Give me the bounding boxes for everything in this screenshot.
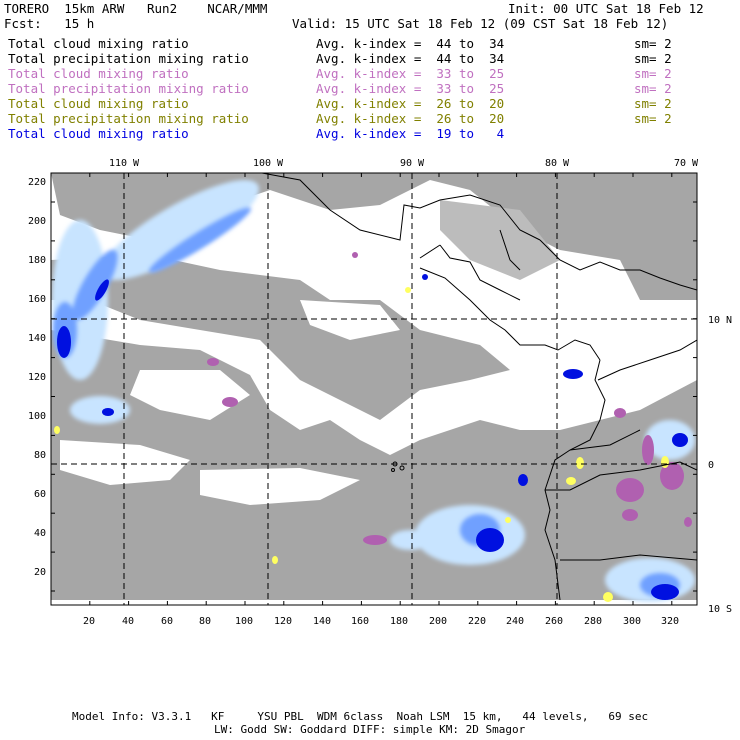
legend-field-1: Total cloud mixing ratio — [8, 36, 189, 51]
legend-range-3: Avg. k-index = 33 to 25 — [316, 66, 505, 81]
legend-field-4: Total precipitation mixing ratio — [8, 81, 249, 96]
legend-sm-5: sm= 2 — [634, 96, 672, 111]
legend-field-3: Total cloud mixing ratio — [8, 66, 189, 81]
legend-range-2: Avg. k-index = 44 to 34 — [316, 51, 505, 66]
lon-label-110w: 110 W — [109, 158, 140, 169]
legend-sm-4: sm= 2 — [634, 81, 672, 96]
legend-range-7: Avg. k-index = 19 to 4 — [316, 126, 505, 141]
x-tick-180: 180 — [390, 616, 408, 625]
x-tick-60: 60 — [161, 616, 173, 625]
legend-field-2: Total precipitation mixing ratio — [8, 51, 249, 66]
lon-label-90w: 90 W — [400, 158, 425, 169]
x-tick-280: 280 — [584, 616, 602, 625]
legend-sm-6: sm= 2 — [634, 111, 672, 126]
y-tick-20: 20 — [34, 567, 46, 578]
legend-sm-1: sm= 2 — [634, 36, 672, 51]
x-tick-80: 80 — [199, 616, 211, 625]
x-tick-320: 320 — [661, 616, 679, 625]
x-tick-260: 260 — [545, 616, 563, 625]
legend-field-7: Total cloud mixing ratio — [8, 126, 189, 141]
y-tick-160: 160 — [28, 294, 46, 305]
y-tick-100: 100 — [28, 411, 46, 422]
x-tick-120: 120 — [274, 616, 292, 625]
forecast-hour: Fcst: 15 h — [4, 16, 95, 31]
y-tick-80: 80 — [34, 450, 46, 461]
valid-time: Valid: 15 UTC Sat 18 Feb 12 (09 CST Sat … — [292, 16, 669, 31]
x-tick-40: 40 — [122, 616, 134, 625]
legend-field-6: Total precipitation mixing ratio — [8, 111, 249, 126]
legend-range-6: Avg. k-index = 26 to 20 — [316, 111, 505, 126]
x-tick-240: 240 — [506, 616, 524, 625]
x-tick-200: 200 — [429, 616, 447, 625]
forecast-map: 110 W 100 W 90 W 80 W 70 W 10 N 0 10 S 2… — [28, 158, 732, 625]
legend-range-1: Avg. k-index = 44 to 34 — [316, 36, 505, 51]
legend-range-5: Avg. k-index = 26 to 20 — [316, 96, 505, 111]
init-time: Init: 00 UTC Sat 18 Feb 12 — [508, 1, 704, 16]
y-tick-120: 120 — [28, 372, 46, 383]
cloud-field-deepblue — [57, 274, 688, 600]
latlon-grid — [51, 173, 697, 605]
x-tick-300: 300 — [623, 616, 641, 625]
lat-label-10n: 10 N — [708, 315, 732, 326]
y-tick-60: 60 — [34, 489, 46, 500]
x-tick-140: 140 — [313, 616, 331, 625]
y-tick-220: 220 — [28, 177, 46, 188]
y-tick-40: 40 — [34, 528, 46, 539]
y-tick-140: 140 — [28, 333, 46, 344]
x-tick-100: 100 — [235, 616, 253, 625]
lon-label-100w: 100 W — [253, 158, 284, 169]
legend-sm-2: sm= 2 — [634, 51, 672, 66]
tick-marks — [50, 173, 697, 605]
plot-frame — [50, 172, 698, 606]
lon-label-80w: 80 W — [545, 158, 570, 169]
y-tick-180: 180 — [28, 255, 46, 266]
model-title: TORERO 15km ARW Run2 NCAR/MMM — [4, 1, 268, 16]
x-tick-160: 160 — [351, 616, 369, 625]
legend-range-4: Avg. k-index = 33 to 25 — [316, 81, 505, 96]
x-tick-20: 20 — [83, 616, 95, 625]
model-info: Model Info: V3.3.1 KF YSU PBL WDM 6class… — [72, 710, 649, 723]
legend-sm-3: sm= 2 — [634, 66, 672, 81]
lat-label-10s: 10 S — [708, 604, 732, 615]
cloud-field-purple — [207, 252, 692, 545]
lon-label-70w: 70 W — [674, 158, 699, 169]
cloud-field-yellow — [54, 287, 669, 602]
physics-info: LW: Godd SW: Goddard DIFF: simple KM: 2D… — [214, 723, 526, 736]
legend-field-5: Total cloud mixing ratio — [8, 96, 189, 111]
y-tick-200: 200 — [28, 216, 46, 227]
x-tick-220: 220 — [468, 616, 486, 625]
lat-label-0: 0 — [708, 460, 714, 471]
